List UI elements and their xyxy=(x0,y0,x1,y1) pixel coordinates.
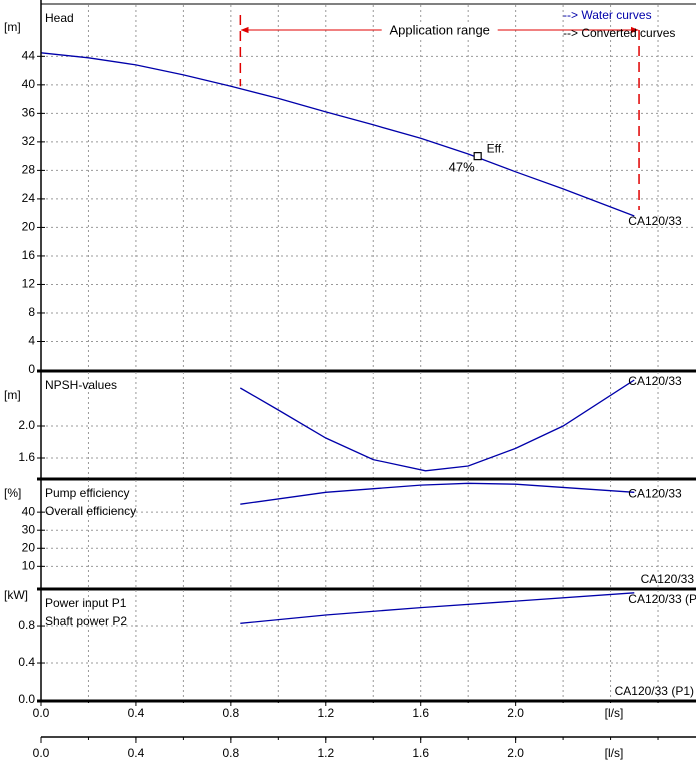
y-tick-label: 44 xyxy=(22,49,36,63)
y-tick-label: 1.6 xyxy=(18,450,35,464)
y-tick-label: 0 xyxy=(28,362,35,376)
panel-title: Shaft power P2 xyxy=(45,614,127,628)
x-tick-label: 1.2 xyxy=(317,706,334,720)
x-tick-label: 1.6 xyxy=(412,706,429,720)
x-tick-label: 0.4 xyxy=(128,746,145,760)
x-tick-label: 0.0 xyxy=(33,746,50,760)
eff-label: Eff. xyxy=(487,141,505,155)
x-tick-label: 1.2 xyxy=(317,746,334,760)
panel-title: Power input P1 xyxy=(45,596,127,610)
panel-title: Pump efficiency xyxy=(45,486,130,500)
series-label: CA120/33 (P2) xyxy=(628,592,696,606)
x-unit: [l/s] xyxy=(605,746,624,760)
y-tick-label: 40 xyxy=(22,77,36,91)
series-label: CA120/33 xyxy=(628,214,682,228)
y-tick-label: 40 xyxy=(22,504,36,518)
curve xyxy=(239,379,635,472)
y-tick-label: 32 xyxy=(22,134,36,148)
x-tick-label: 0.8 xyxy=(223,746,240,760)
y-tick-label: 0.4 xyxy=(18,655,35,669)
y-tick-label: 10 xyxy=(22,558,36,572)
x-tick-label: 2.0 xyxy=(507,746,524,760)
y-tick-label: 24 xyxy=(22,191,36,205)
curve xyxy=(240,592,635,624)
y-unit: [m] xyxy=(4,20,21,34)
y-unit: [%] xyxy=(4,486,21,500)
y-tick-label: 0.8 xyxy=(18,618,35,632)
y-tick-label: 8 xyxy=(28,305,35,319)
x-tick-label: 0.8 xyxy=(223,706,240,720)
y-unit: [m] xyxy=(4,388,21,402)
y-tick-label: 20 xyxy=(22,220,36,234)
curve xyxy=(40,52,635,217)
y-tick-label: 30 xyxy=(22,522,36,536)
y-unit: [kW] xyxy=(4,588,28,602)
panel-title: Head xyxy=(45,11,74,25)
series-label: CA120/33 (P1) xyxy=(615,684,694,698)
x-tick-label: 0.4 xyxy=(128,706,145,720)
y-tick-label: 20 xyxy=(22,540,36,554)
y-tick-label: 0.0 xyxy=(18,692,35,706)
eff-value: 47% xyxy=(449,160,475,175)
y-tick-label: 36 xyxy=(22,106,36,120)
y-tick-label: 28 xyxy=(22,163,36,177)
series-label: CA120/33 xyxy=(628,486,682,500)
range-label-bg xyxy=(381,22,498,38)
panel-title: Overall efficiency xyxy=(45,504,136,518)
legend-entry: --> Water curves xyxy=(563,8,652,22)
x-tick-label: 1.6 xyxy=(412,746,429,760)
eff-marker xyxy=(473,152,482,161)
range-label: Application range xyxy=(389,22,489,37)
series-label: CA120/33 xyxy=(628,374,682,388)
x-tick-label: 0.0 xyxy=(33,706,50,720)
x-tick-label: 2.0 xyxy=(507,706,524,720)
y-tick-label: 12 xyxy=(22,277,36,291)
legend-entry: --> Converted curves xyxy=(563,26,675,40)
y-tick-label: 16 xyxy=(22,248,36,262)
x-unit: [l/s] xyxy=(605,706,624,720)
panel-title: NPSH-values xyxy=(45,378,117,392)
series-label: CA120/33 xyxy=(641,572,695,586)
curve xyxy=(240,482,635,505)
y-tick-label: 4 xyxy=(28,334,35,348)
y-tick-label: 2.0 xyxy=(18,418,35,432)
